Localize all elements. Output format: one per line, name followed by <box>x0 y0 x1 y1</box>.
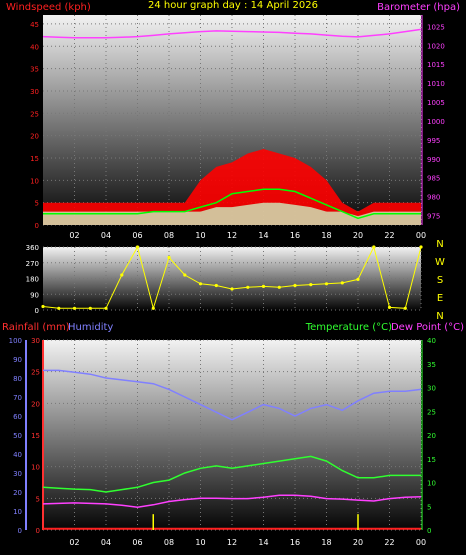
temperature-tick-label: 5 <box>427 503 431 511</box>
rainfall-tick-label: 0 <box>36 527 40 535</box>
bearing-compass-label: S <box>437 275 443 286</box>
wind-panel-hour-label: 10 <box>195 231 205 240</box>
wind-panel-hour-label: 16 <box>290 231 300 240</box>
bearing-tick-label: 0 <box>35 307 39 315</box>
temperature-tick-label: 10 <box>427 480 436 488</box>
wind-tick-label: 20 <box>30 133 39 141</box>
wind-tick-label: 15 <box>30 155 39 163</box>
humidity-axis-title: Humidity <box>68 322 113 333</box>
wind-latest-area <box>43 202 421 225</box>
barometer-tick-label: 1000 <box>427 118 445 126</box>
humidity-tick-label: 70 <box>13 394 22 402</box>
temp-panel-hour-label: 00 <box>416 538 426 547</box>
temp-panel-hour-label: 02 <box>69 538 79 547</box>
rainfall-tick-label: 15 <box>31 432 40 440</box>
humidity-tick-label: 50 <box>13 432 22 440</box>
temperature-tick-label: 35 <box>427 361 436 369</box>
temperature-tick-label: 0 <box>427 527 431 535</box>
humidity-tick-label: 100 <box>9 337 22 345</box>
humidity-tick-label: 90 <box>13 356 22 364</box>
barometer-tick-label: 1015 <box>427 61 445 69</box>
barometer-tick-label: 990 <box>427 156 440 164</box>
wind-panel-hour-label: 18 <box>321 231 331 240</box>
temp-panel-hour-label: 08 <box>164 538 174 547</box>
humidity-line <box>43 369 422 421</box>
temperature-tick-label: 20 <box>427 432 436 440</box>
barometer-line <box>42 28 422 39</box>
humidity-tick-label: 80 <box>13 375 22 383</box>
temp-panel-hour-label: 18 <box>321 538 331 547</box>
temp-panel-hour-label: 06 <box>132 538 142 547</box>
rainfall-tick-label: 10 <box>31 464 40 472</box>
barometer-tick-label: 1020 <box>427 42 445 50</box>
chart-title: 24 hour graph day : 14 April 2026 <box>148 0 318 11</box>
wind-tick-label: 40 <box>30 43 39 51</box>
wind-tick-label: 25 <box>30 110 39 118</box>
rainfall-axis-title: Rainfall (mm) <box>2 322 70 333</box>
wind-axis-title: Windspeed (kph) <box>6 2 91 13</box>
temperature-line <box>42 455 421 493</box>
dewpoint-line <box>42 494 422 508</box>
wind-tick-label: 5 <box>35 200 39 208</box>
bearing-tick-label: 180 <box>26 276 39 284</box>
temp-panel-hour-label: 16 <box>290 538 300 547</box>
bearing-trace <box>42 245 422 311</box>
temp-panel-hour-label: 20 <box>353 538 363 547</box>
humidity-tick-label: 10 <box>13 508 22 516</box>
rainfall-tick-label: 25 <box>31 369 40 377</box>
wind-panel-hour-label: 08 <box>164 231 174 240</box>
bearing-tick-label: 270 <box>26 260 39 268</box>
rainfall-tick-label: 30 <box>31 337 40 345</box>
temp-panel-hour-label: 04 <box>101 538 111 547</box>
temperature-tick-label: 40 <box>427 337 436 345</box>
wind-tick-label: 0 <box>35 222 39 230</box>
wind-tick-label: 10 <box>30 177 39 185</box>
barometer-tick-label: 980 <box>427 194 440 202</box>
temperature-tick-label: 30 <box>427 385 436 393</box>
dewpoint-axis-title: Dew Point (°C) <box>391 322 464 333</box>
temperature-tick-label: 15 <box>427 456 436 464</box>
bearing-compass-label: W <box>435 257 445 268</box>
humidity-tick-label: 0 <box>18 527 22 535</box>
temp-panel-hour-label: 22 <box>384 538 394 547</box>
wind-panel-hour-label: 04 <box>101 231 111 240</box>
bearing-tick-label: 90 <box>30 291 39 299</box>
barometer-tick-label: 985 <box>427 175 440 183</box>
temp-panel-hour-label: 12 <box>227 538 237 547</box>
wind-tick-label: 30 <box>30 88 39 96</box>
wind-tick-label: 45 <box>30 21 39 29</box>
barometer-tick-label: 1005 <box>427 99 445 107</box>
bearing-compass-label: N <box>436 311 443 322</box>
barometer-tick-label: 1010 <box>427 80 445 88</box>
wind-gust-area <box>43 149 421 225</box>
humidity-tick-label: 40 <box>13 451 22 459</box>
temp-panel-hour-label: 14 <box>258 538 268 547</box>
barometer-tick-label: 995 <box>427 137 440 145</box>
bearing-compass-label: N <box>436 239 443 250</box>
rainfall-tick-label: 5 <box>36 495 40 503</box>
wind-panel-hour-label: 06 <box>132 231 142 240</box>
temp-panel-hour-label: 10 <box>195 538 205 547</box>
barometer-tick-label: 975 <box>427 213 440 221</box>
wind-panel-hour-label: 14 <box>258 231 268 240</box>
humidity-tick-label: 60 <box>13 413 22 421</box>
temperature-axis-title: Temperature (°C) <box>305 322 392 333</box>
wind-panel-hour-label: 02 <box>69 231 79 240</box>
rainfall-tick-label: 20 <box>31 400 40 408</box>
wind-panel-hour-label: 22 <box>384 231 394 240</box>
wind-panel-hour-label: 00 <box>416 231 426 240</box>
wind-panel-hour-label: 12 <box>227 231 237 240</box>
humidity-tick-label: 20 <box>13 489 22 497</box>
humidity-tick-label: 30 <box>13 470 22 478</box>
barometer-tick-label: 1025 <box>427 23 445 31</box>
bearing-compass-label: E <box>437 293 443 304</box>
wind-average-line <box>43 188 421 220</box>
barometer-axis-title: Barometer (hpa) <box>377 2 460 13</box>
bearing-tick-label: 360 <box>26 244 39 252</box>
wind-tick-label: 35 <box>30 66 39 74</box>
temperature-tick-label: 25 <box>427 408 436 416</box>
wind-panel-hour-label: 20 <box>353 231 363 240</box>
